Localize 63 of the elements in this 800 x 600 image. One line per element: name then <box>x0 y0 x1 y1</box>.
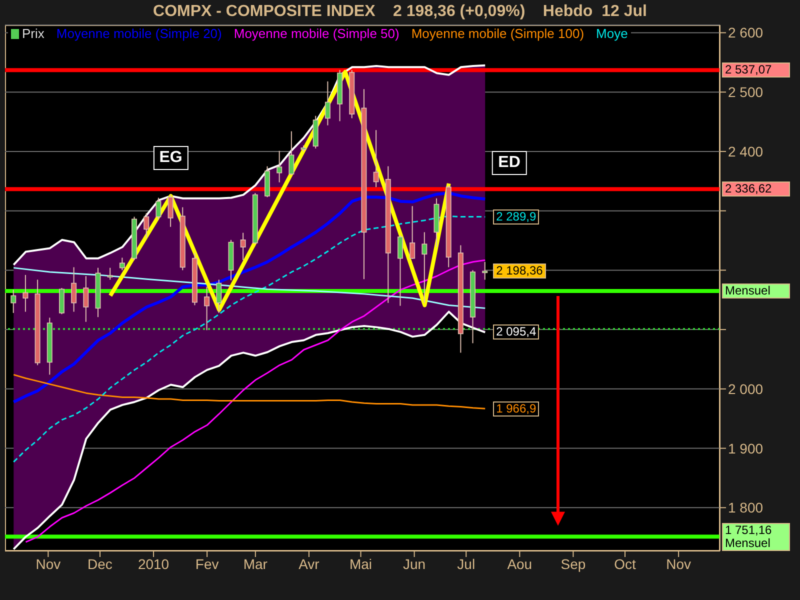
x-tick-label: Nov <box>36 556 61 572</box>
line-series <box>12 310 486 550</box>
candlestick <box>83 276 89 322</box>
x-tick-label: Sep <box>560 556 586 572</box>
line-series <box>12 267 486 309</box>
candlestick <box>204 286 210 331</box>
x-tick-label: 2010 <box>138 556 170 572</box>
x-tick-label: Aou <box>507 556 532 572</box>
candlestick <box>410 206 416 260</box>
candlestick <box>216 279 222 314</box>
y-tick-label: 2 600 <box>728 24 764 41</box>
line-series <box>12 64 486 266</box>
y-tick-label: 1 800 <box>728 500 764 516</box>
x-tick-label: Mai <box>349 556 372 572</box>
x-tick-label: Jul <box>457 556 476 572</box>
ref-line-label: 1 751,16 Mensuel <box>722 522 790 551</box>
text: Moyenne mobile (Simple 20) <box>56 26 222 41</box>
y-tick-label: 2 400 <box>728 143 764 160</box>
candlestick <box>168 194 174 228</box>
candlestick <box>288 130 294 176</box>
legend-label: Prix <box>21 26 44 41</box>
candlestick <box>373 130 379 188</box>
x-tick-label: Dec <box>88 556 112 572</box>
candlestick <box>119 257 125 271</box>
candlestick <box>324 80 330 126</box>
candlestick <box>22 274 28 312</box>
candlestick <box>156 197 162 220</box>
candlestick <box>10 289 16 314</box>
candlestick <box>398 234 403 306</box>
text: Moye <box>596 26 628 41</box>
candlestick <box>107 267 113 280</box>
chart-title: COMPX - COMPOSITE INDEX 2 198,36 (+0,09%) Hebdo 12 Jul <box>152 3 648 21</box>
candlestick <box>240 232 246 261</box>
x-tick-label: Avr <box>298 556 320 572</box>
line-series <box>12 192 487 404</box>
annotation: ED <box>492 151 526 176</box>
x-tick-label: Fev <box>195 556 219 572</box>
text: 2 198,36 <box>496 264 543 278</box>
annotation: 2 095,4 <box>493 324 540 340</box>
text: Moyenne mobile (Simple 100) <box>411 26 584 41</box>
y-tick-label: 2 500 <box>728 84 764 100</box>
candlestick <box>422 232 428 304</box>
candlestick <box>276 150 282 183</box>
y-tick-label: 2 000 <box>728 380 764 397</box>
text: Moyenne mobile (Simple 50) <box>234 26 400 41</box>
line-series <box>24 259 486 543</box>
line-series <box>12 215 486 463</box>
candlestick <box>144 212 150 239</box>
ref-line-label: 2 537,07 <box>722 62 790 78</box>
x-tick-label: Jun <box>403 556 426 572</box>
line-series <box>12 374 486 410</box>
x-tick-label: Nov <box>666 556 692 572</box>
data-label: 2 289,9 <box>493 209 540 224</box>
x-tick-label: Oct <box>614 556 636 572</box>
annotation: EG <box>153 146 188 170</box>
candlestick <box>71 266 77 312</box>
ref-line-label: Mensuel <box>722 283 790 298</box>
candlestick <box>482 261 488 280</box>
ref-line-label: 2 336,62 <box>722 182 790 197</box>
candlestick <box>59 288 64 315</box>
x-tick-label: Mar <box>243 556 268 572</box>
y-tick-label: 1 900 <box>728 440 764 456</box>
data-label: 1 966,9 <box>493 401 540 416</box>
